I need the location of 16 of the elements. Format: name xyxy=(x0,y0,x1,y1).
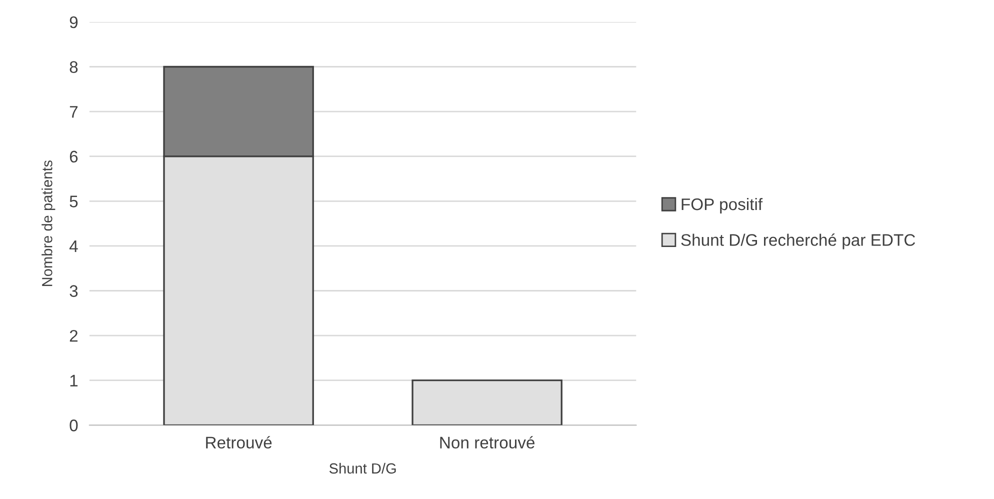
x-tick-label: Retrouvé xyxy=(206,436,272,448)
legend-label: FOP positif xyxy=(682,198,763,214)
y-tick-label: 9 xyxy=(70,16,78,28)
y-tick-label: 3 xyxy=(70,285,78,297)
y-tick-label: 5 xyxy=(70,196,78,208)
y-axis-title: Nombre de patients xyxy=(42,160,56,286)
y-tick-label: 6 xyxy=(70,150,78,163)
legend-label: Shunt D/G recherché par EDTC xyxy=(681,234,916,250)
y-tick-label: 8 xyxy=(70,61,78,73)
x-tick-label: Non retrouvé xyxy=(440,436,534,448)
y-tick-label: 2 xyxy=(70,330,78,342)
y-tick-label: 0 xyxy=(70,420,78,432)
x-axis-title: Shunt D/G xyxy=(329,462,396,474)
y-tick-label: 4 xyxy=(69,240,78,252)
y-tick-label: 7 xyxy=(70,106,78,118)
y-tick-label: 1 xyxy=(70,374,78,386)
